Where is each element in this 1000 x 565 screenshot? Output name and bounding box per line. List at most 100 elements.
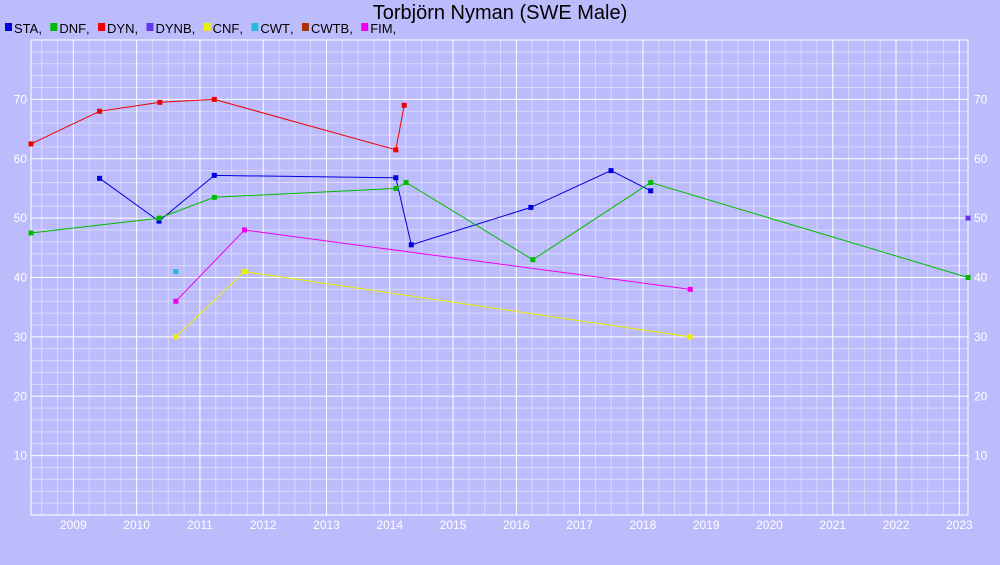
data-point-dnf (403, 180, 409, 185)
legend-separator: , (192, 21, 196, 36)
legend-label-dnf: DNF (59, 21, 86, 36)
legend-separator: , (239, 21, 243, 36)
data-point-dyn (211, 96, 217, 102)
legend-label-sta: STA (14, 21, 39, 36)
legend-swatch-fim (361, 23, 369, 31)
y-tick-label-left: 60 (14, 152, 28, 166)
x-tick-label: 2011 (187, 518, 213, 532)
data-point-dynb (965, 215, 971, 221)
y-tick-label-right: 20 (974, 389, 988, 403)
x-tick-label: 2016 (503, 518, 530, 532)
series-line-dnf (30, 181, 969, 278)
data-point-dyn (28, 141, 34, 147)
y-tick-label-right: 70 (974, 92, 988, 106)
data-point-cwt (173, 269, 179, 275)
legend-label-fim: FIM (370, 21, 392, 36)
legend-label-dynb: DYNB (156, 21, 192, 36)
series-fim (173, 227, 693, 304)
legend-label-cwtb: CWTB (311, 21, 349, 36)
y-tick-label-left: 70 (14, 92, 28, 106)
legend-swatch-dynb (146, 23, 154, 31)
legend-swatch-dnf (50, 23, 58, 31)
data-point-sta (211, 172, 217, 178)
data-point-dnf (530, 257, 536, 263)
y-tick-label-left: 10 (14, 449, 28, 463)
data-point-dyn (393, 147, 399, 153)
y-tick-label-left: 30 (14, 330, 28, 344)
y-tick-label-right: 40 (974, 271, 988, 285)
data-point-dyn (401, 102, 407, 108)
legend-label-dyn: DYN (107, 21, 134, 36)
x-tick-label: 2015 (440, 518, 467, 532)
series-dyn (28, 96, 407, 153)
series-dynb (965, 215, 971, 221)
major-gridlines (30, 39, 969, 516)
legend-swatch-cnf (203, 23, 211, 31)
data-point-dnf (156, 215, 162, 221)
x-tick-label: 2019 (693, 518, 720, 532)
series-layer (28, 96, 971, 340)
x-tick-label: 2017 (566, 518, 593, 532)
y-tick-label-right: 30 (974, 330, 988, 344)
x-tick-label: 2013 (313, 518, 340, 532)
data-point-fim (687, 286, 693, 292)
data-point-cnf (173, 334, 179, 340)
x-tick-label: 2014 (376, 518, 403, 532)
y-tick-label-left: 40 (14, 271, 28, 285)
series-line-sta (99, 170, 651, 246)
series-line-dyn (30, 98, 405, 151)
legend-separator: , (349, 21, 353, 36)
x-tick-label: 2012 (250, 518, 277, 532)
y-tick-label-left: 20 (14, 389, 28, 403)
legend-label-cnf: CNF (213, 21, 240, 36)
data-point-dnf (648, 180, 654, 185)
chart-title: Torbjörn Nyman (SWE Male) (373, 2, 628, 24)
series-dnf (28, 180, 971, 280)
data-point-dyn (157, 99, 163, 105)
x-tick-label: 2020 (756, 518, 783, 532)
data-point-dnf (28, 230, 34, 236)
data-point-sta (408, 242, 414, 248)
legend-swatch-cwtb (301, 23, 309, 31)
y-tick-label-left: 50 (14, 211, 28, 225)
data-point-cnf (241, 269, 247, 275)
series-cwt (173, 269, 179, 275)
legend-separator: , (86, 21, 90, 36)
data-point-sta (393, 175, 399, 181)
data-point-dyn (97, 108, 103, 114)
y-tick-label-right: 50 (974, 211, 988, 225)
legend-separator: , (135, 21, 139, 36)
legend-separator: , (38, 21, 42, 36)
data-point-sta (528, 204, 534, 210)
y-tick-label-right: 60 (974, 152, 988, 166)
data-point-cnf (687, 334, 693, 340)
series-sta (97, 168, 654, 248)
legend-swatch-sta (5, 23, 12, 31)
series-cnf (173, 269, 693, 340)
x-tick-label: 2010 (123, 518, 150, 532)
data-point-fim (241, 227, 247, 233)
legend-swatch-dyn (98, 23, 106, 31)
x-tick-label: 2018 (630, 518, 657, 532)
data-point-sta (608, 168, 614, 174)
x-tick-label: 2009 (60, 518, 87, 532)
data-point-dnf (211, 194, 217, 200)
data-point-dnf (965, 275, 971, 280)
x-tick-label: 2021 (819, 518, 846, 532)
y-tick-label-right: 10 (974, 449, 988, 463)
legend: STA, DNF, DYN, DYNB, CNF, CWT, CWTB, FIM, (5, 21, 396, 36)
legend-separator: , (290, 21, 294, 36)
data-point-sta (648, 188, 654, 194)
data-point-sta (156, 218, 162, 224)
legend-swatch-cwt (251, 23, 259, 31)
x-tick-label: 2023 (946, 518, 973, 532)
x-tick-label: 2022 (883, 518, 910, 532)
data-point-sta (97, 175, 103, 181)
data-point-dnf (393, 185, 399, 191)
legend-label-cwt: CWT (260, 21, 290, 36)
legend-separator: , (393, 21, 397, 36)
data-point-fim (173, 298, 179, 304)
